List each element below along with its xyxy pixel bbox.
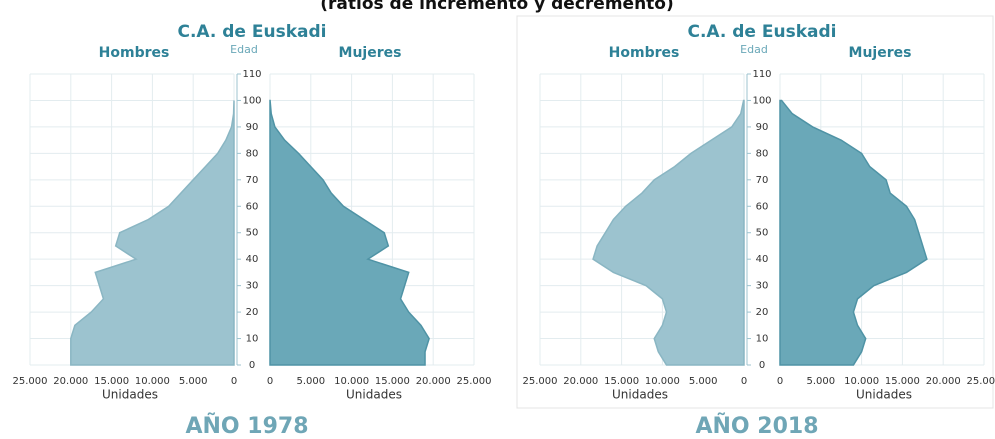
- legend-men: Hombres: [609, 45, 680, 61]
- caption: AÑO 1978: [185, 413, 308, 439]
- x-tick-label: 25.000: [967, 376, 995, 387]
- x-tick-label: 5.000: [179, 376, 208, 387]
- panel-border: [516, 15, 994, 409]
- y-tick-label: 0: [759, 360, 765, 371]
- y-tick-label: 0: [249, 360, 255, 371]
- x-axis-label: Unidades: [102, 388, 158, 402]
- population-area: [592, 99, 745, 366]
- x-tick-label: 25.000: [457, 376, 492, 387]
- x-tick-label: 20.000: [53, 376, 88, 387]
- legend-women: Mujeres: [339, 45, 402, 61]
- y-tick-label: 70: [246, 175, 259, 186]
- population-area: [269, 99, 430, 366]
- x-tick-label: 0: [741, 376, 747, 387]
- y-tick-label: 110: [752, 69, 771, 80]
- y-tick-label: 80: [246, 148, 259, 159]
- x-tick-label: 5.000: [806, 376, 835, 387]
- y-tick-label: 60: [246, 201, 259, 212]
- y-tick-label: 80: [756, 148, 769, 159]
- y-tick-label: 100: [752, 95, 771, 106]
- y-tick-label: 10: [246, 334, 259, 345]
- y-tick-label: 20: [246, 307, 259, 318]
- y-tick-label: 60: [756, 201, 769, 212]
- y-tick-label: 40: [246, 254, 259, 265]
- x-tick-label: 20.000: [416, 376, 451, 387]
- x-tick-label: 0: [231, 376, 237, 387]
- x-tick-label: 10.000: [645, 376, 680, 387]
- x-tick-label: 15.000: [94, 376, 129, 387]
- x-axis-label: Unidades: [856, 388, 912, 402]
- x-axis-label: Unidades: [346, 388, 402, 402]
- y-tick-label: 90: [246, 122, 259, 133]
- y-tick-label: 30: [756, 281, 769, 292]
- y-tick-label: 100: [242, 95, 261, 106]
- y-tick-label: 40: [756, 254, 769, 265]
- x-tick-label: 25.000: [523, 376, 558, 387]
- legend-women: Mujeres: [849, 45, 912, 61]
- x-tick-label: 10.000: [135, 376, 170, 387]
- x-axis-label: Unidades: [612, 388, 668, 402]
- x-tick-label: 15.000: [604, 376, 639, 387]
- x-tick-label: 10.000: [334, 376, 369, 387]
- x-tick-label: 5.000: [296, 376, 325, 387]
- y-tick-label: 90: [756, 122, 769, 133]
- age-label: Edad: [230, 43, 258, 56]
- caption: AÑO 2018: [695, 413, 818, 439]
- x-tick-label: 15.000: [885, 376, 920, 387]
- x-tick-label: 20.000: [926, 376, 961, 387]
- header: (ratios de incremento y decremento): [320, 0, 674, 14]
- chart-title: C.A. de Euskadi: [687, 22, 836, 42]
- x-tick-label: 10.000: [844, 376, 879, 387]
- x-tick-label: 0: [267, 376, 273, 387]
- y-tick-label: 70: [756, 175, 769, 186]
- chart-title: C.A. de Euskadi: [177, 22, 326, 42]
- y-tick-label: 10: [756, 334, 769, 345]
- population-area: [779, 99, 928, 366]
- y-tick-label: 30: [246, 281, 259, 292]
- x-tick-label: 0: [777, 376, 783, 387]
- age-label: Edad: [740, 43, 768, 56]
- x-tick-label: 15.000: [375, 376, 410, 387]
- y-tick-label: 110: [242, 69, 261, 80]
- x-tick-label: 20.000: [563, 376, 598, 387]
- x-tick-label: 5.000: [689, 376, 718, 387]
- y-tick-label: 20: [756, 307, 769, 318]
- legend-men: Hombres: [99, 45, 170, 61]
- y-tick-label: 50: [756, 228, 769, 239]
- population-area: [70, 100, 235, 366]
- y-tick-label: 50: [246, 228, 259, 239]
- x-tick-label: 25.000: [13, 376, 48, 387]
